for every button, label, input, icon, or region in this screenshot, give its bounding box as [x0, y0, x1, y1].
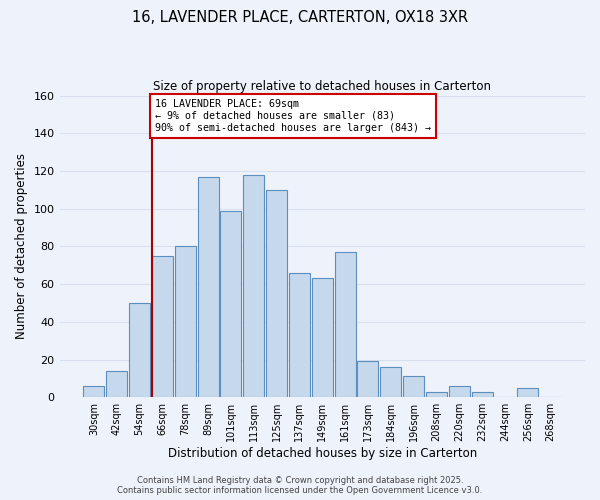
- Bar: [449, 386, 470, 397]
- Bar: [289, 273, 310, 397]
- Bar: [380, 367, 401, 397]
- Bar: [220, 210, 241, 397]
- Bar: [106, 371, 127, 397]
- Bar: [358, 362, 379, 397]
- Bar: [175, 246, 196, 397]
- Bar: [403, 376, 424, 397]
- X-axis label: Distribution of detached houses by size in Carterton: Distribution of detached houses by size …: [167, 447, 477, 460]
- Title: Size of property relative to detached houses in Carterton: Size of property relative to detached ho…: [153, 80, 491, 93]
- Bar: [197, 176, 218, 397]
- Text: 16 LAVENDER PLACE: 69sqm
← 9% of detached houses are smaller (83)
90% of semi-de: 16 LAVENDER PLACE: 69sqm ← 9% of detache…: [155, 100, 431, 132]
- Bar: [129, 303, 150, 397]
- Bar: [266, 190, 287, 397]
- Bar: [426, 392, 447, 397]
- Bar: [83, 386, 104, 397]
- Text: Contains HM Land Registry data © Crown copyright and database right 2025.
Contai: Contains HM Land Registry data © Crown c…: [118, 476, 482, 495]
- Text: 16, LAVENDER PLACE, CARTERTON, OX18 3XR: 16, LAVENDER PLACE, CARTERTON, OX18 3XR: [132, 10, 468, 25]
- Bar: [152, 256, 173, 397]
- Bar: [472, 392, 493, 397]
- Bar: [312, 278, 333, 397]
- Bar: [335, 252, 356, 397]
- Bar: [243, 174, 264, 397]
- Y-axis label: Number of detached properties: Number of detached properties: [15, 154, 28, 340]
- Bar: [517, 388, 538, 397]
